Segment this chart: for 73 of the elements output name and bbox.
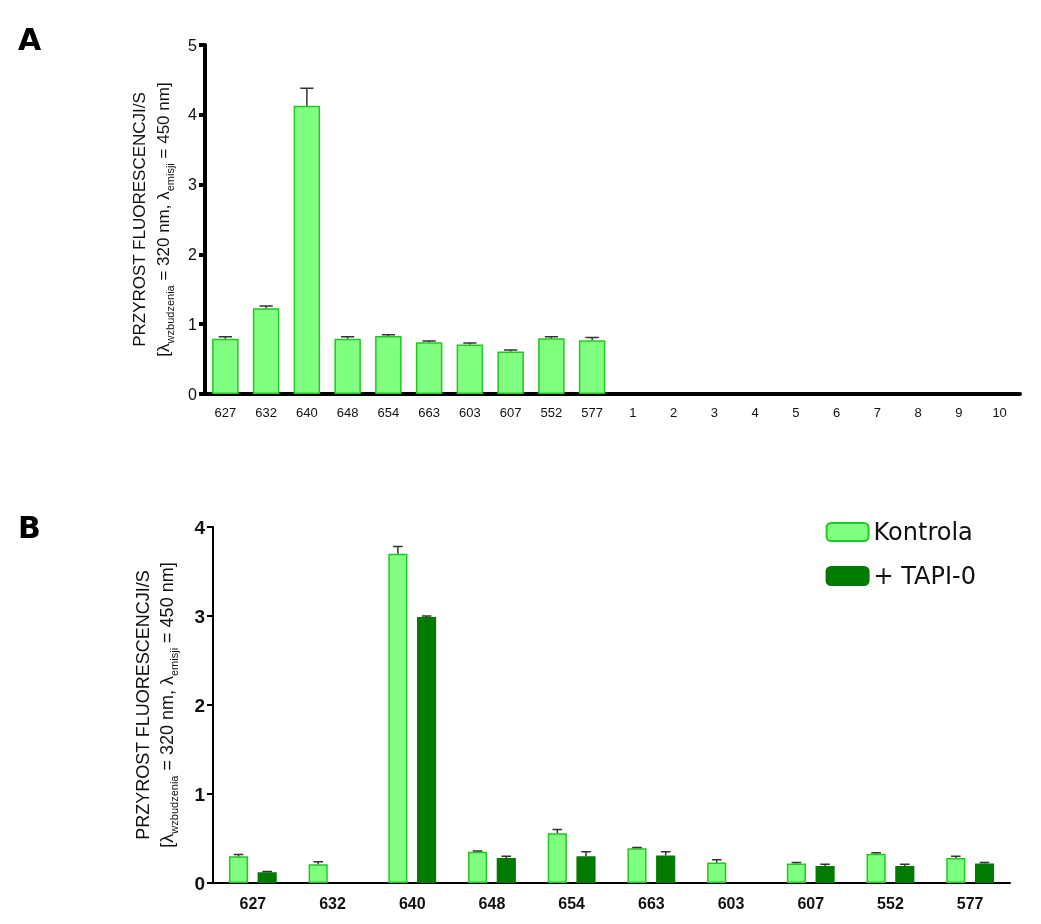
- x-tick-label: 663: [638, 894, 665, 912]
- x-tick-label: 607: [797, 894, 825, 912]
- legend-label: + TAPI-0: [873, 562, 976, 590]
- bar: [895, 866, 915, 883]
- bar: [212, 338, 239, 394]
- x-tick-label: 552: [877, 894, 904, 912]
- bar: [257, 872, 277, 883]
- x-tick-label: 8: [914, 405, 922, 420]
- bar: [974, 863, 995, 883]
- x-tick-label: 632: [319, 894, 346, 912]
- bar: [375, 336, 402, 394]
- bar: [496, 858, 516, 883]
- x-tick-label: 654: [558, 894, 586, 912]
- bar: [293, 105, 321, 394]
- bar: [815, 866, 835, 883]
- bar: [415, 342, 443, 394]
- bar: [334, 338, 361, 394]
- y-tick-label: 1: [194, 783, 206, 805]
- x-tick-label: 663: [418, 405, 440, 420]
- x-tick-label: 627: [239, 894, 267, 912]
- bar: [228, 856, 249, 883]
- x-tick-label: 552: [540, 405, 563, 420]
- y-tick-label: 3: [188, 176, 198, 194]
- bar: [578, 340, 606, 394]
- bar: [786, 863, 806, 883]
- y-tick-label: 5: [188, 36, 198, 54]
- x-tick-label: 5: [792, 405, 800, 420]
- bar: [707, 862, 727, 883]
- y-tick-label: 2: [188, 245, 198, 263]
- bar: [497, 351, 524, 394]
- bar: [627, 848, 647, 883]
- bar: [547, 833, 567, 883]
- x-tick-label: 648: [478, 894, 506, 912]
- bar: [946, 858, 966, 883]
- text: B: [18, 510, 41, 545]
- x-tick-label: 577: [581, 405, 603, 420]
- x-tick-label: 607: [499, 405, 522, 420]
- y-tick-label: 0: [188, 385, 198, 403]
- bar: [866, 853, 886, 883]
- y-tick-label: 4: [194, 516, 206, 538]
- x-tick-label: 603: [459, 405, 481, 420]
- bar: [417, 616, 437, 883]
- y-tick-label: 0: [194, 872, 205, 894]
- x-tick-label: 10: [992, 405, 1007, 420]
- x-tick-label: 577: [956, 894, 984, 912]
- bar: [656, 855, 676, 883]
- bar: [308, 864, 328, 883]
- bar: [252, 308, 280, 394]
- x-tick-label: 7: [873, 405, 881, 420]
- x-tick-label: 4: [751, 405, 759, 420]
- x-tick-label: 2: [670, 405, 678, 420]
- y-tick-label: 2: [194, 694, 205, 716]
- x-tick-label: 632: [255, 405, 277, 420]
- x-tick-label: 3: [710, 405, 718, 420]
- y-tick-label: 4: [188, 106, 198, 124]
- text: A: [18, 22, 42, 57]
- bar: [576, 856, 596, 883]
- x-tick-label: 6: [833, 405, 841, 420]
- x-tick-label: 9: [955, 405, 963, 420]
- bar: [388, 553, 408, 883]
- bar: [456, 344, 484, 394]
- y-tick-label: 1: [188, 315, 198, 333]
- x-tick-label: 1: [629, 405, 637, 420]
- y-tick-label: 3: [194, 605, 205, 627]
- legend-label: Kontrola: [873, 518, 973, 546]
- x-tick-label: 627: [214, 405, 237, 420]
- x-tick-label: 654: [377, 405, 400, 420]
- bar: [468, 851, 488, 883]
- x-tick-label: 603: [717, 894, 745, 912]
- x-tick-label: 640: [296, 405, 318, 420]
- x-tick-label: 648: [336, 405, 359, 420]
- x-tick-label: 640: [398, 894, 426, 912]
- bar: [538, 338, 565, 394]
